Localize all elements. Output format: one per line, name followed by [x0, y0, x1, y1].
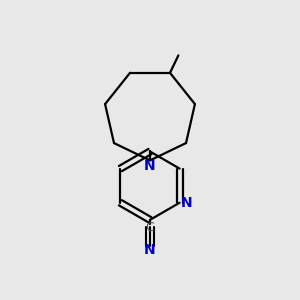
Text: N: N: [144, 243, 156, 257]
Text: C: C: [146, 220, 154, 234]
Text: N: N: [180, 196, 192, 210]
Text: N: N: [144, 159, 156, 173]
